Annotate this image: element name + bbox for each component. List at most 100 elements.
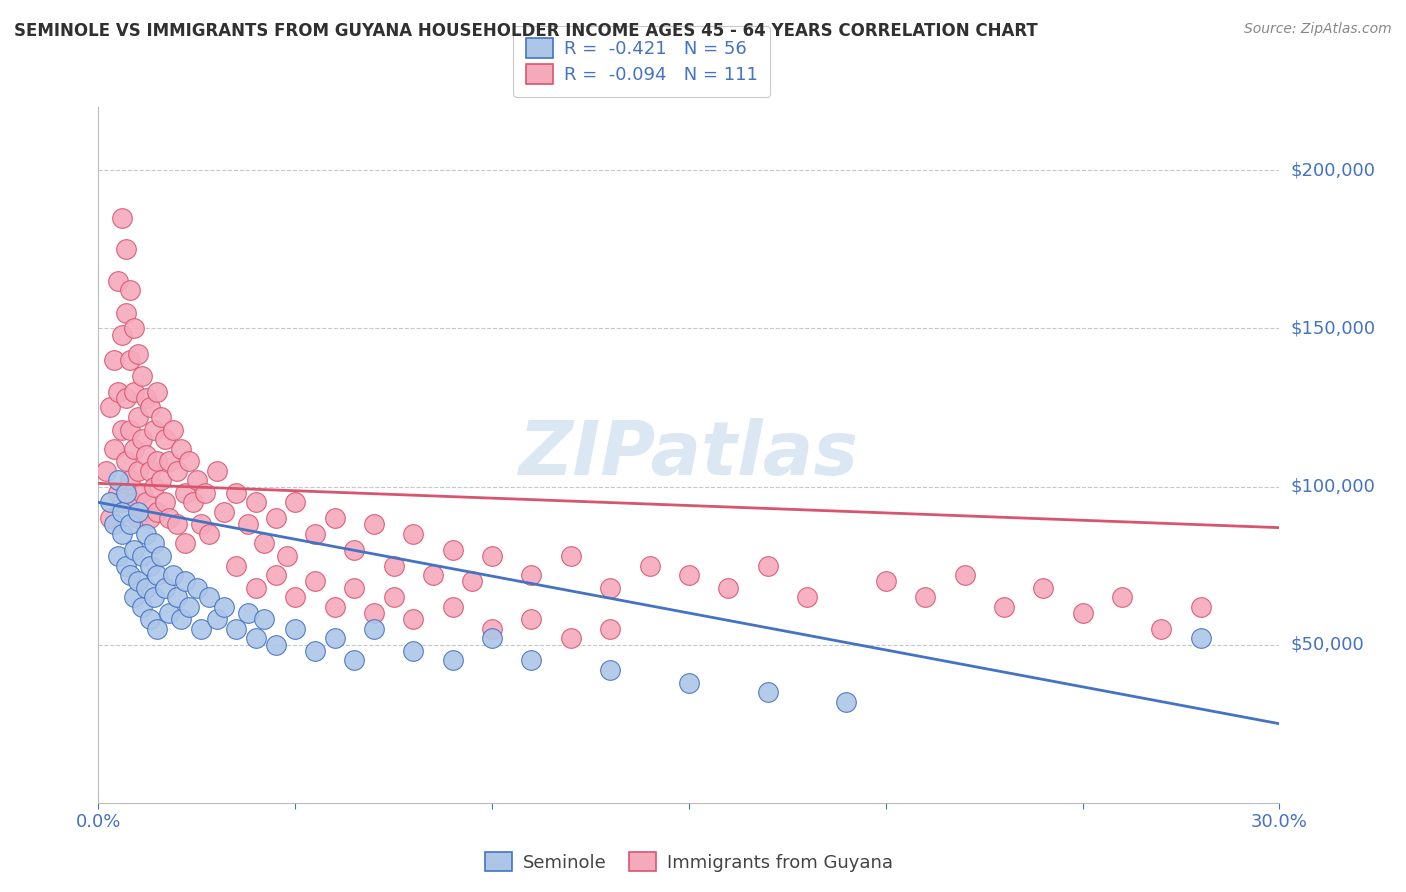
Point xyxy=(111,527,134,541)
Point xyxy=(138,558,160,573)
Point xyxy=(127,464,149,478)
Text: ZIPatlas: ZIPatlas xyxy=(519,418,859,491)
Point xyxy=(599,581,621,595)
Point xyxy=(461,574,484,589)
Point xyxy=(343,653,366,667)
Point xyxy=(155,581,177,595)
Point xyxy=(150,549,173,563)
Point xyxy=(225,558,247,573)
Point xyxy=(155,495,177,509)
Point xyxy=(264,638,287,652)
Point xyxy=(98,401,121,415)
Point xyxy=(111,423,134,437)
Point xyxy=(599,663,621,677)
Point xyxy=(138,401,160,415)
Point xyxy=(122,384,145,399)
Point xyxy=(107,549,129,563)
Point xyxy=(190,517,212,532)
Text: $200,000: $200,000 xyxy=(1291,161,1375,179)
Point xyxy=(197,591,219,605)
Point xyxy=(131,486,153,500)
Point xyxy=(1189,632,1212,646)
Point xyxy=(225,486,247,500)
Point xyxy=(756,685,779,699)
Point xyxy=(146,568,169,582)
Point xyxy=(118,517,141,532)
Point xyxy=(138,511,160,525)
Point xyxy=(103,353,125,368)
Point xyxy=(225,622,247,636)
Point xyxy=(162,423,184,437)
Point xyxy=(186,581,208,595)
Point xyxy=(236,517,259,532)
Point xyxy=(520,568,543,582)
Point xyxy=(127,409,149,424)
Point xyxy=(638,558,661,573)
Point xyxy=(118,353,141,368)
Point xyxy=(135,581,157,595)
Point xyxy=(122,442,145,456)
Point xyxy=(174,574,197,589)
Point xyxy=(363,622,385,636)
Point xyxy=(1189,599,1212,614)
Point xyxy=(115,391,138,405)
Point xyxy=(402,527,425,541)
Point xyxy=(343,581,366,595)
Point xyxy=(115,243,138,257)
Point xyxy=(304,527,326,541)
Point xyxy=(157,511,180,525)
Point xyxy=(107,274,129,288)
Point xyxy=(953,568,976,582)
Point xyxy=(835,695,858,709)
Text: SEMINOLE VS IMMIGRANTS FROM GUYANA HOUSEHOLDER INCOME AGES 45 - 64 YEARS CORRELA: SEMINOLE VS IMMIGRANTS FROM GUYANA HOUSE… xyxy=(14,22,1038,40)
Point xyxy=(135,527,157,541)
Text: $150,000: $150,000 xyxy=(1291,319,1375,337)
Point xyxy=(118,284,141,298)
Point xyxy=(131,368,153,383)
Point xyxy=(98,495,121,509)
Point xyxy=(363,517,385,532)
Point xyxy=(177,454,200,468)
Point xyxy=(560,632,582,646)
Point xyxy=(115,486,138,500)
Point xyxy=(122,591,145,605)
Point xyxy=(146,505,169,519)
Point xyxy=(236,606,259,620)
Point xyxy=(264,568,287,582)
Point xyxy=(276,549,298,563)
Point xyxy=(127,505,149,519)
Point xyxy=(142,423,165,437)
Point xyxy=(131,549,153,563)
Point xyxy=(170,612,193,626)
Text: $50,000: $50,000 xyxy=(1291,636,1364,654)
Point xyxy=(177,599,200,614)
Point xyxy=(127,574,149,589)
Point xyxy=(363,606,385,620)
Point xyxy=(402,644,425,658)
Point xyxy=(115,454,138,468)
Point xyxy=(343,542,366,557)
Point xyxy=(520,653,543,667)
Point xyxy=(245,495,267,509)
Point xyxy=(174,536,197,550)
Point xyxy=(115,305,138,319)
Point xyxy=(135,448,157,462)
Point xyxy=(142,536,165,550)
Point xyxy=(186,473,208,487)
Point xyxy=(1032,581,1054,595)
Point xyxy=(138,612,160,626)
Point xyxy=(560,549,582,563)
Point xyxy=(190,622,212,636)
Point xyxy=(914,591,936,605)
Point xyxy=(146,384,169,399)
Point xyxy=(146,454,169,468)
Point xyxy=(796,591,818,605)
Point xyxy=(481,622,503,636)
Point xyxy=(717,581,740,595)
Point xyxy=(284,495,307,509)
Point xyxy=(170,442,193,456)
Point xyxy=(157,454,180,468)
Point xyxy=(323,632,346,646)
Point xyxy=(323,599,346,614)
Point xyxy=(441,599,464,614)
